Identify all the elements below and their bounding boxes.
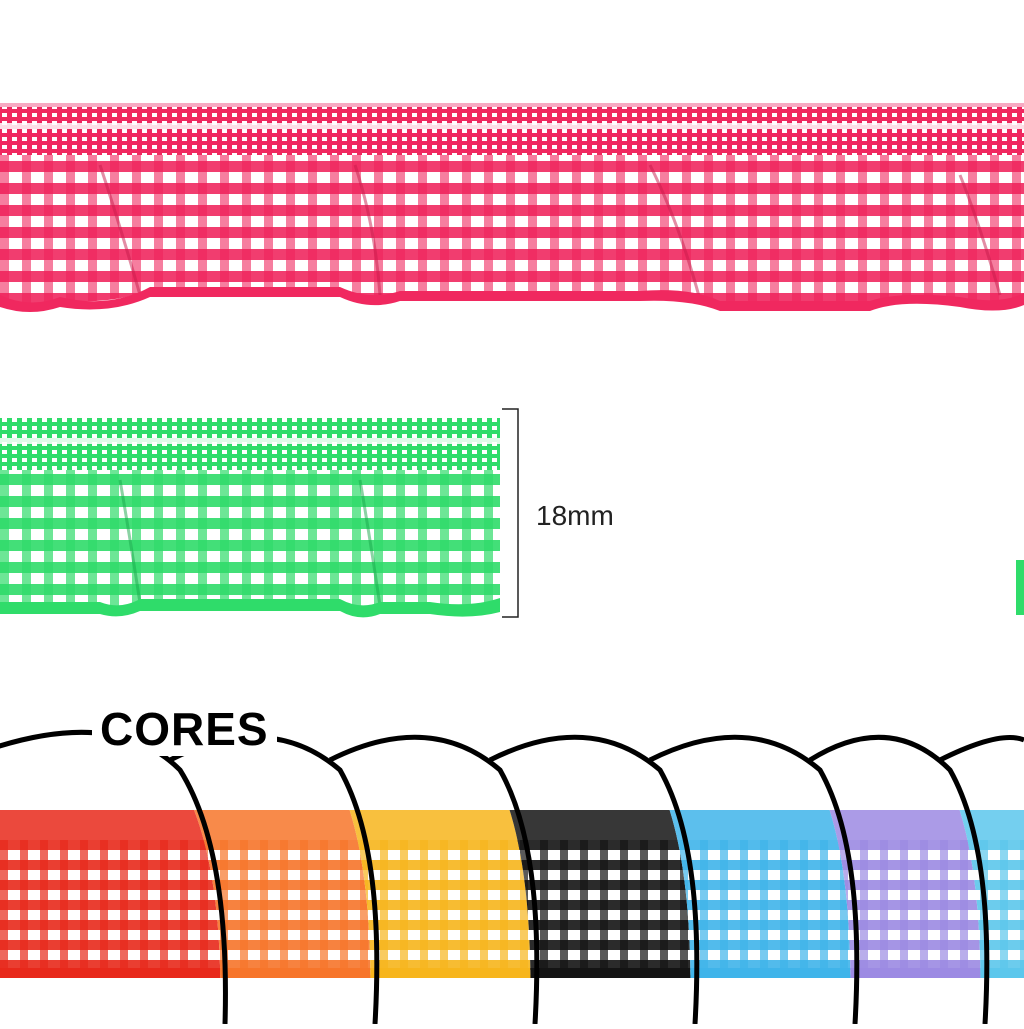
color-swatches [0, 700, 1024, 1025]
measurement-label: 18mm [536, 500, 614, 531]
pink-gingham-ribbon [0, 95, 1024, 320]
measurement-bracket [500, 408, 520, 618]
green-ribbon-stub [1016, 560, 1024, 615]
swatch-2 [330, 810, 531, 978]
swatch-0 [0, 810, 221, 978]
colors-section-title: CORES [92, 702, 277, 756]
green-gingham-ribbon [0, 408, 500, 623]
